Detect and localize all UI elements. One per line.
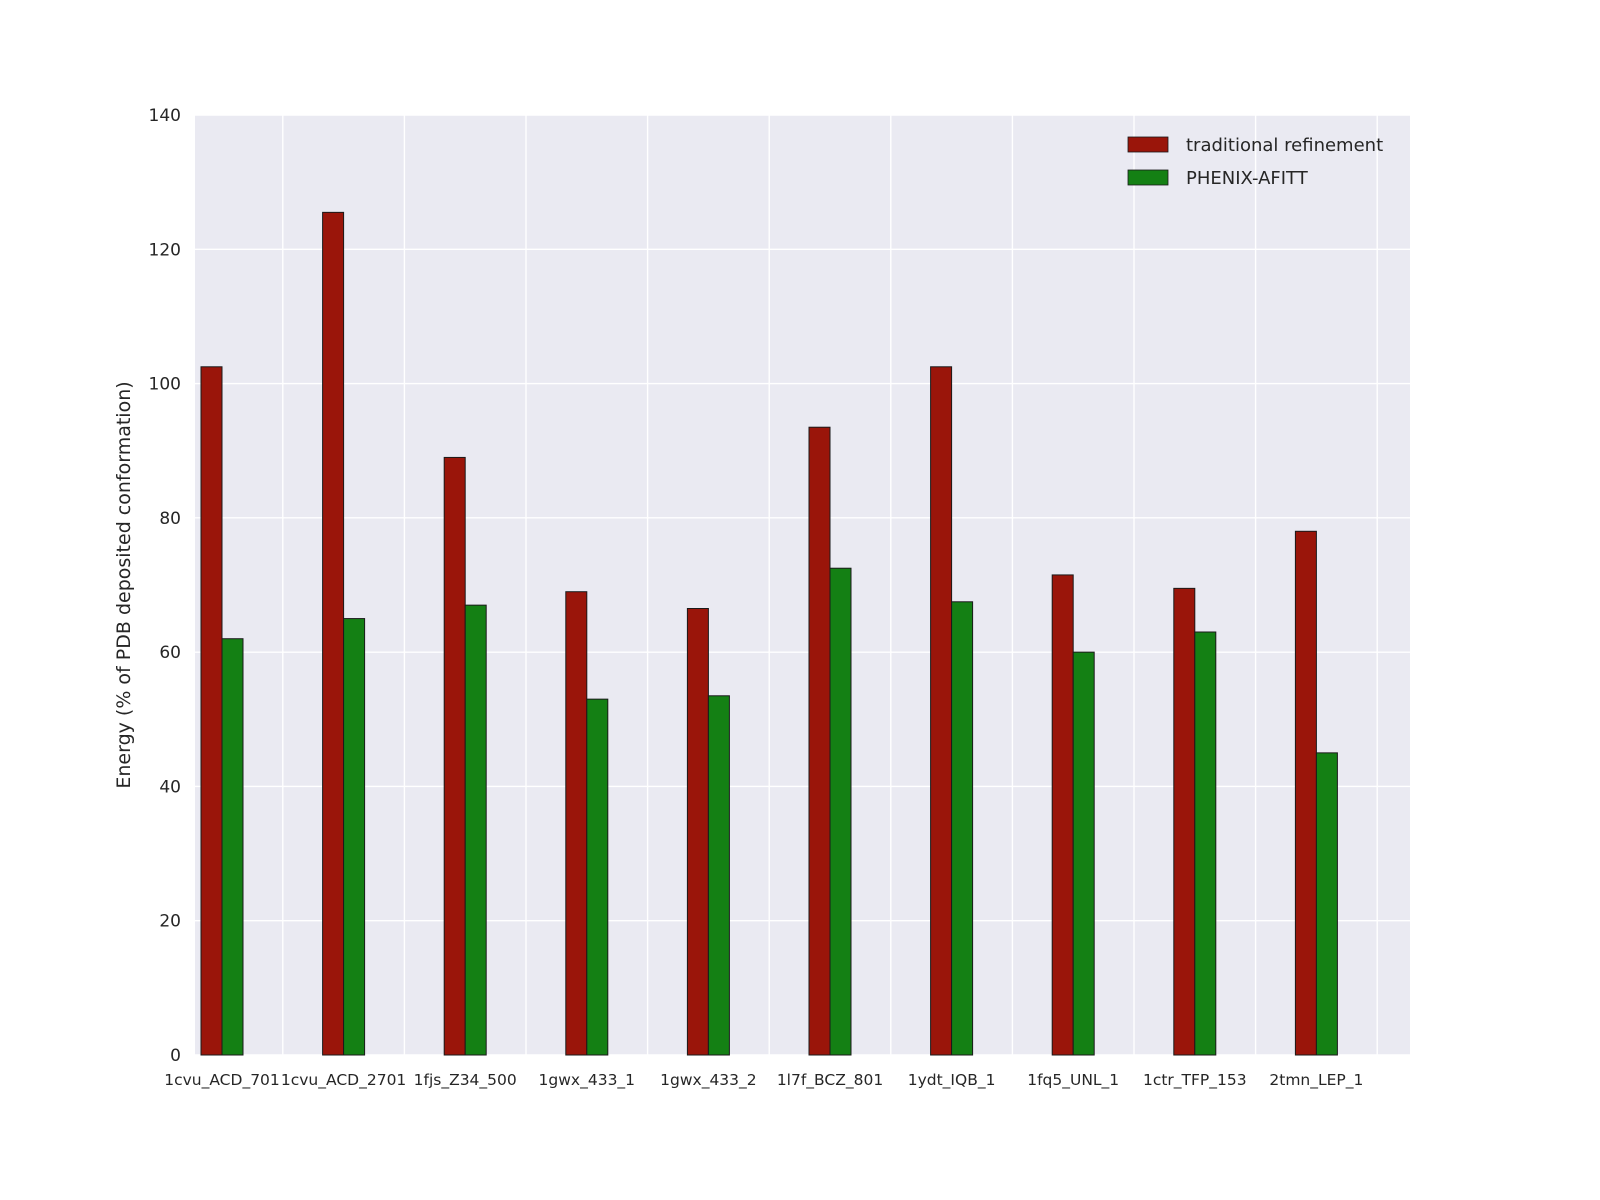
x-tick-label: 1fjs_Z34_500 <box>414 1071 517 1090</box>
bar-traditional-refinement-2 <box>443 456 466 1056</box>
bar-traditional-refinement-8 <box>1173 587 1196 1056</box>
x-tick-label: 2tmn_LEP_1 <box>1269 1071 1363 1090</box>
y-tick-label: 20 <box>159 912 181 932</box>
bar-phenix-afitt-0 <box>221 638 244 1056</box>
bar-phenix-afitt-9 <box>1315 752 1338 1056</box>
y-axis-title: Energy (% of PDB deposited conformation) <box>113 381 135 788</box>
x-tick-label: 1ctr_TFP_153 <box>1143 1071 1247 1090</box>
legend-label-traditional-refinement: traditional refinement <box>1186 135 1383 156</box>
y-tick-label: 120 <box>149 240 181 260</box>
x-tick-label: 1ydt_IQB_1 <box>908 1071 996 1090</box>
bar-traditional-refinement-6 <box>930 366 953 1056</box>
bar-phenix-afitt-8 <box>1194 631 1217 1056</box>
bar-traditional-refinement-1 <box>322 211 345 1056</box>
y-tick-label: 60 <box>159 643 181 663</box>
bar-traditional-refinement-7 <box>1051 574 1074 1056</box>
bar-phenix-afitt-2 <box>464 604 487 1056</box>
bar-phenix-afitt-5 <box>829 567 852 1056</box>
bar-traditional-refinement-4 <box>686 608 709 1056</box>
bar-traditional-refinement-0 <box>200 366 223 1056</box>
x-tick-label: 1cvu_ACD_2701 <box>281 1071 406 1090</box>
y-tick-label: 100 <box>149 375 181 395</box>
x-tick-label: 1gwx_433_1 <box>539 1071 636 1090</box>
x-tick-label: 1gwx_433_2 <box>660 1071 757 1090</box>
y-tick-label: 80 <box>159 509 181 529</box>
y-tick-label: 40 <box>159 777 181 797</box>
bar-traditional-refinement-5 <box>808 426 831 1056</box>
bar-phenix-afitt-4 <box>707 695 730 1056</box>
bar-phenix-afitt-1 <box>343 618 366 1056</box>
plot-area <box>195 115 1410 1055</box>
bar-phenix-afitt-7 <box>1072 651 1095 1056</box>
y-tick-label: 140 <box>149 106 181 126</box>
x-tick-label: 1cvu_ACD_701 <box>164 1071 280 1090</box>
bar-phenix-afitt-3 <box>586 698 609 1056</box>
bar-phenix-afitt-6 <box>951 601 974 1056</box>
bar-traditional-refinement-9 <box>1294 530 1317 1056</box>
legend-label-phenix-afitt: PHENIX-AFITT <box>1186 168 1309 189</box>
bar-traditional-refinement-3 <box>565 591 588 1056</box>
x-tick-label: 1fq5_UNL_1 <box>1027 1071 1119 1090</box>
legend-swatch-phenix-afitt <box>1127 169 1169 186</box>
y-tick-label: 0 <box>170 1046 181 1066</box>
x-tick-label: 1l7f_BCZ_801 <box>777 1071 883 1090</box>
legend-swatch-traditional-refinement <box>1127 136 1169 153</box>
